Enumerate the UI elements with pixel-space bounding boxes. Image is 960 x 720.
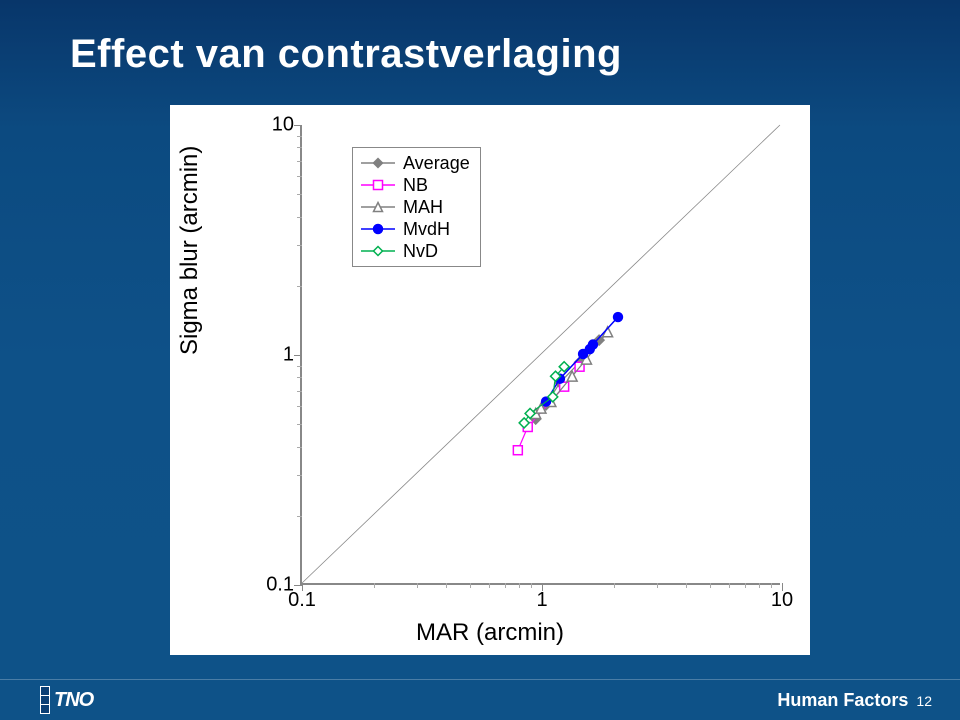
legend-label: NB bbox=[403, 175, 428, 196]
logo-icon bbox=[40, 686, 50, 714]
footer-right: Human Factors 12 bbox=[777, 690, 932, 711]
legend-label: NvD bbox=[403, 241, 438, 262]
slide: Effect van contrastverlaging Sigma blur … bbox=[0, 0, 960, 720]
y-tick-label: 10 bbox=[272, 114, 294, 137]
legend-label: Average bbox=[403, 153, 470, 174]
logo-text: TNO bbox=[54, 689, 93, 712]
chart-card: Sigma blur (arcmin) MAR (arcmin) Average… bbox=[170, 105, 810, 655]
x-tick-label: 0.1 bbox=[288, 589, 316, 612]
legend-item: NB bbox=[361, 174, 470, 196]
logo: TNO bbox=[0, 686, 93, 714]
footer: TNO Human Factors 12 bbox=[0, 680, 960, 720]
slide-title: Effect van contrastverlaging bbox=[70, 32, 622, 77]
x-axis-label: MAR (arcmin) bbox=[170, 619, 810, 647]
legend-item: MAH bbox=[361, 196, 470, 218]
page-number: 12 bbox=[916, 693, 932, 709]
y-tick-label: 1 bbox=[283, 344, 294, 367]
legend-marker-icon bbox=[361, 156, 395, 170]
legend-marker-icon bbox=[361, 222, 395, 236]
legend: AverageNBMAHMvdHNvD bbox=[352, 147, 481, 267]
x-tick-label: 1 bbox=[536, 589, 547, 612]
legend-label: MvdH bbox=[403, 219, 450, 240]
legend-item: MvdH bbox=[361, 218, 470, 240]
x-tick-label: 10 bbox=[771, 589, 793, 612]
legend-item: Average bbox=[361, 152, 470, 174]
y-axis-label: Sigma blur (arcmin) bbox=[176, 146, 204, 355]
legend-marker-icon bbox=[361, 178, 395, 192]
legend-marker-icon bbox=[361, 244, 395, 258]
legend-item: NvD bbox=[361, 240, 470, 262]
plot-area: AverageNBMAHMvdHNvD 0.11100.1110 bbox=[300, 125, 780, 585]
legend-label: MAH bbox=[403, 197, 443, 218]
legend-marker-icon bbox=[361, 200, 395, 214]
footer-label: Human Factors bbox=[777, 690, 908, 711]
